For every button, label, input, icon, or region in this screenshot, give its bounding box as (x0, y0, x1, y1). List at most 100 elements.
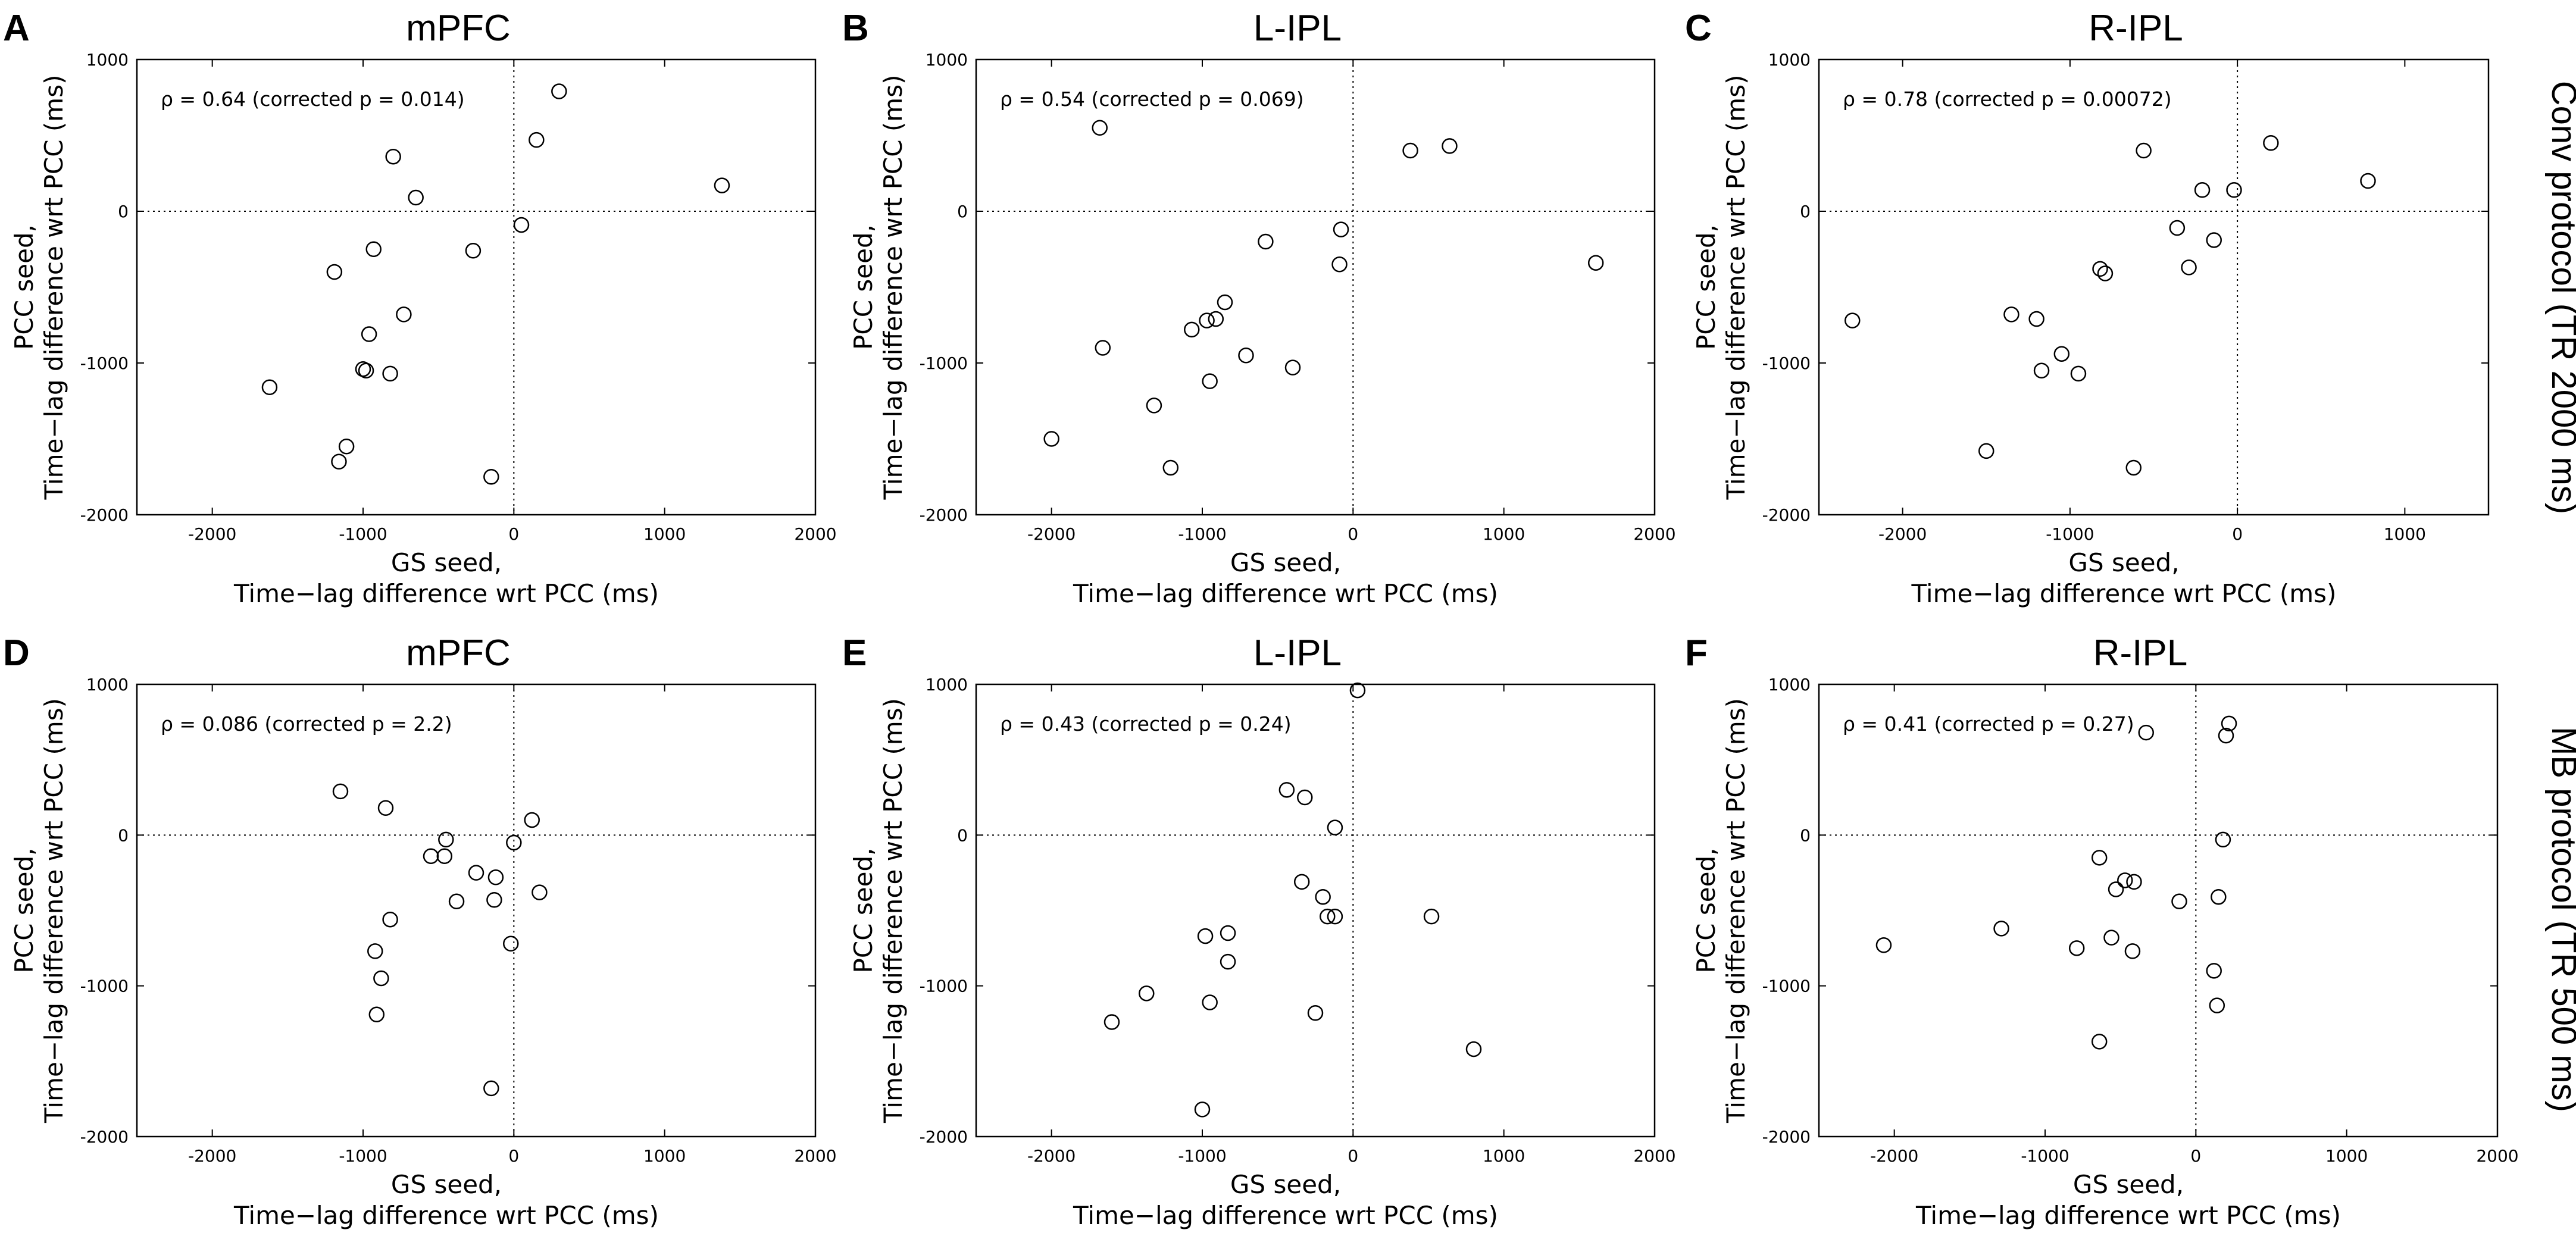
panel-b-x-tick-label: -2000 (1027, 524, 1076, 544)
panel-a-y-tick-label: -1000 (80, 353, 129, 373)
panel-d-point (382, 911, 398, 928)
panel-e-point (1103, 1014, 1120, 1030)
panel-c-y-tick-label: 0 (1800, 202, 1811, 221)
panel-b-point (1208, 311, 1224, 327)
panel-d-point (448, 893, 465, 910)
panel-a-point (261, 379, 278, 396)
panel-f-point (2108, 881, 2124, 897)
panel-d-y-tick-label: 1000 (86, 675, 129, 694)
panel-e-xlabel-line2: Time−lag difference wrt PCC (ms) (1073, 1201, 1498, 1230)
panel-b-point (1146, 398, 1162, 414)
panel-d-frame (136, 683, 817, 1138)
panel-e-point (1220, 925, 1236, 941)
panel-d-x-tick-label: -2000 (188, 1146, 236, 1166)
panel-b-x-tick-label: 0 (1348, 524, 1358, 544)
panel-e-title: L-IPL (1253, 633, 1342, 674)
panel-c-x-tick-label: 1000 (2384, 524, 2426, 544)
panel-e-y-tick-label: -2000 (920, 1127, 968, 1147)
panel-a-point (385, 148, 401, 165)
panel-b-point (1043, 431, 1059, 447)
panel-a: -2000 -1000 0 1000 2000 -2000 -1000 0 1000 A mPFC ρ… (3, 8, 837, 608)
panel-d-x-tick-label: -1000 (339, 1146, 387, 1166)
panel-d-point (486, 892, 502, 908)
panel-d-stat-label: ρ = 0.086 (corrected p = 2.2) (161, 712, 452, 736)
panel-d-point (332, 783, 349, 800)
panel-a-point (483, 469, 499, 485)
panel-f-x-tick-label: -2000 (1870, 1146, 1918, 1166)
panel-c-ylabel-line1: PCC seed, (1692, 224, 1721, 350)
panel-a-letter: A (3, 8, 30, 49)
panel-c-point (2033, 362, 2050, 378)
panel-d-point (438, 831, 454, 848)
panel-a-y-tick-label: -2000 (80, 505, 129, 525)
panel-d-point (506, 834, 522, 851)
panel-a-point (355, 361, 371, 377)
panel-c-point (2028, 311, 2044, 327)
panel-d-point (524, 812, 540, 828)
panel-c-point (2194, 182, 2211, 198)
panel-f-point (2206, 963, 2222, 979)
panel-f-x-tick-label: 2000 (2476, 1146, 2518, 1166)
panel-d-point (367, 943, 383, 959)
panel-f: -2000 -1000 0 1000 2000 -2000 -1000 0 1000 F R-IPL… (1685, 633, 2519, 1230)
panel-b-point (1217, 294, 1233, 311)
panel-f-letter: F (1685, 633, 1708, 674)
panel-e-x-tick-label: 2000 (1633, 1146, 1675, 1166)
panel-c-point (2360, 173, 2376, 189)
panel-d-xlabel-line1: GS seed, (391, 1170, 502, 1199)
panel-a-point (529, 132, 545, 148)
panel-c-title: R-IPL (2089, 8, 2183, 49)
panel-c-y-tick-label: 1000 (1768, 50, 1811, 70)
panel-f-point (2221, 715, 2237, 732)
panel-a-point (714, 177, 730, 193)
panel-a-point (338, 439, 355, 455)
panel-a-point (465, 243, 482, 259)
panel-e-point (1278, 782, 1295, 798)
panel-c: -2000 -1000 0 1000 -2000 -1000 0 1000 C R-IPL ρ = … (1685, 8, 2490, 608)
panel-f-point (2091, 850, 2108, 866)
panel-b-point (1199, 312, 1215, 328)
panel-e-y-tick-label: 0 (957, 825, 968, 845)
panel-e-point (1349, 682, 1366, 699)
panel-a-x-tick-label: -1000 (339, 524, 387, 544)
panel-e-point (1465, 1041, 1482, 1057)
panel-b-ylabel-line1: PCC seed, (849, 224, 878, 350)
row-label-conv: Conv protocol (TR 2000 ms) (2544, 81, 2576, 514)
panel-a-x-tick-label: 1000 (643, 524, 686, 544)
panel-a-ylabel-line2: Time−lag difference wrt PCC (ms) (39, 75, 68, 500)
panel-c-point (2263, 135, 2279, 151)
panel-b-point (1442, 138, 1458, 154)
panel-e-y-tick-label: -1000 (920, 977, 968, 996)
panel-d: -2000 -1000 0 1000 2000 -2000 -1000 0 1000 D mPFC ρ… (3, 633, 837, 1230)
panel-d-x-tick-label: 1000 (643, 1146, 686, 1166)
panel-d-point (377, 800, 394, 816)
panel-e-point (1202, 994, 1218, 1010)
panel-f-point (2126, 874, 2142, 890)
panel-b-x-tick-label: 1000 (1483, 524, 1525, 544)
panel-c-point (1845, 312, 1861, 328)
panel-a-point (361, 326, 377, 342)
panel-b-point (1333, 221, 1349, 237)
panel-d-y-tick-label: -1000 (80, 977, 129, 996)
panel-d-point (423, 848, 439, 865)
panel-f-frame (1818, 683, 2499, 1138)
panel-e-x-tick-label: 1000 (1483, 1146, 1525, 1166)
panel-a-point (331, 453, 347, 470)
panel-e: -2000 -1000 0 1000 2000 -2000 -1000 0 1000 E L-IPL… (842, 633, 1676, 1230)
panel-a-stat-label: ρ = 0.64 (corrected p = 0.014) (161, 87, 465, 111)
panel-d-point (468, 865, 484, 881)
panel-e-frame (975, 683, 1656, 1138)
panel-b: -2000 -1000 0 1000 2000 -2000 -1000 0 1000 B L-IPL… (842, 8, 1676, 608)
panel-a-point (365, 241, 382, 257)
panel-d-xlabel-line2: Time−lag difference wrt PCC (ms) (233, 1201, 659, 1230)
panel-b-letter: B (842, 8, 869, 49)
panel-d-ylabel-line2: Time−lag difference wrt PCC (ms) (39, 698, 68, 1124)
panel-f-point (1993, 921, 2009, 937)
panel-a-point (408, 189, 424, 206)
panel-c-x-tick-label: 0 (2232, 524, 2243, 544)
panel-d-point (503, 935, 519, 952)
panel-b-point (1331, 256, 1348, 273)
panel-b-point (1184, 321, 1200, 338)
panel-c-y-tick-label: -1000 (1762, 353, 1811, 373)
panel-b-point (1402, 142, 1418, 159)
